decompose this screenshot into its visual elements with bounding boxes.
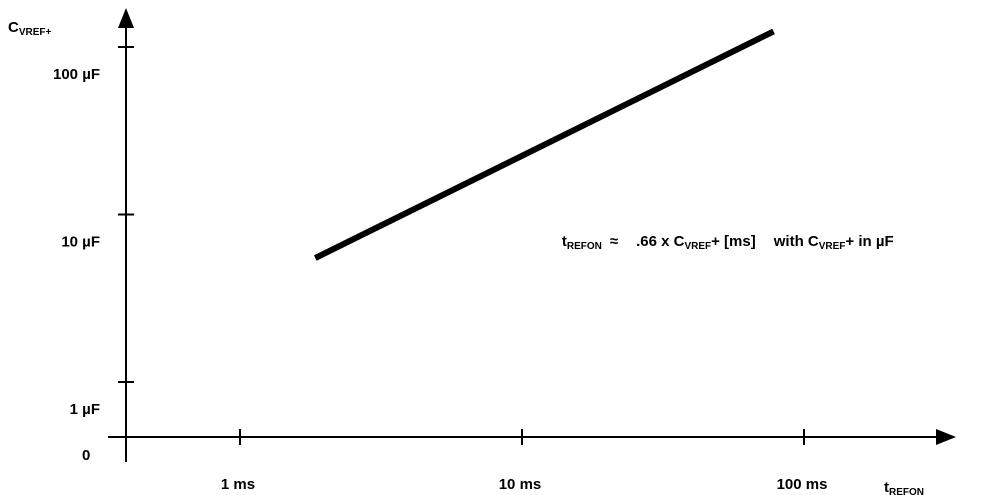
x-tick-label: 100 ms <box>777 476 828 493</box>
x-axis-label: tREFON <box>884 479 924 495</box>
series-line <box>313 28 775 261</box>
x-tick-label: 1 ms <box>221 476 255 493</box>
x-axis-ticks: 1 ms 10 ms 100 ms <box>221 429 828 493</box>
formula-annotation: tREFON ≈ .66 x CVREF+ [ms] with CVREF+ in µ… <box>541 233 906 252</box>
series-layer <box>313 28 775 261</box>
y-axis-ticks: 1 µF 10 µF 100 µF <box>53 46 134 418</box>
y-axis-label: CVREF+ <box>8 19 52 38</box>
y-tick-label: 10 µF <box>61 234 100 251</box>
y-tick-label: 1 µF <box>70 401 100 418</box>
y-tick-label: 100 µF <box>53 66 100 83</box>
x-tick-label: 10 ms <box>499 476 542 493</box>
y-zero-label: 0 <box>82 447 90 464</box>
x-axis-arrowhead <box>936 429 956 445</box>
y-axis-arrowhead <box>118 8 134 28</box>
